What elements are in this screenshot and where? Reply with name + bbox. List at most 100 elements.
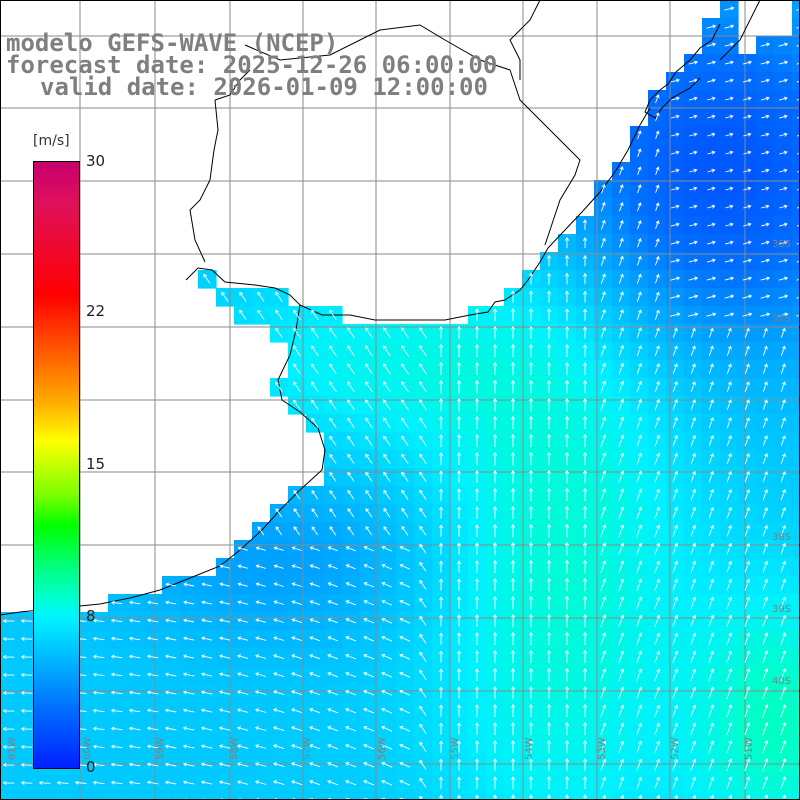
- wind-arrow: [273, 654, 285, 660]
- wind-cell: [792, 324, 800, 343]
- wind-arrow: [419, 345, 427, 357]
- wind-arrow: [636, 776, 643, 789]
- wind-arrow: [780, 363, 786, 374]
- wind-arrow: [474, 740, 480, 753]
- colorbar-tick-15: 15: [86, 455, 106, 473]
- wind-arrow: [618, 362, 625, 375]
- wind-arrow: [744, 650, 751, 664]
- wind-arrow: [796, 188, 800, 191]
- wind-arrow: [309, 744, 321, 750]
- wind-arrow: [762, 381, 768, 393]
- wind-arrow: [438, 524, 444, 537]
- wind-arrow: [546, 523, 552, 538]
- wind-cell: [792, 144, 800, 163]
- wind-arrow: [672, 614, 679, 627]
- wind-arrow: [742, 60, 753, 65]
- wind-arrow: [546, 649, 552, 664]
- wind-arrow: [564, 649, 570, 664]
- wind-arrow: [528, 361, 534, 376]
- wind-arrow: [365, 453, 373, 464]
- wind-arrow: [600, 776, 607, 789]
- wind-arrow: [636, 596, 643, 609]
- wind-arrow: [724, 294, 735, 299]
- wind-arrow: [272, 780, 285, 786]
- wind-arrow: [762, 506, 768, 519]
- wind-arrow: [128, 708, 141, 713]
- lon-label: 59W: [155, 737, 166, 760]
- wind-arrow: [345, 689, 357, 696]
- wind-arrow: [492, 506, 498, 520]
- wind-arrow: [236, 690, 249, 695]
- wind-arrow: [778, 78, 789, 83]
- wind-arrow: [600, 416, 607, 429]
- wind-arrow: [293, 345, 301, 357]
- wind-arrow: [110, 780, 123, 785]
- wind-arrow: [92, 672, 105, 677]
- wind-arrow: [582, 541, 588, 556]
- wind-arrow: [692, 794, 697, 800]
- wind-arrow: [492, 415, 498, 430]
- wind-arrow: [399, 581, 411, 588]
- wind-arrow: [706, 240, 716, 245]
- wind-arrow: [708, 740, 715, 753]
- wind-arrow: [636, 327, 642, 339]
- wind-arrow: [690, 434, 697, 447]
- wind-arrow: [746, 794, 751, 800]
- wind-arrow: [708, 722, 715, 735]
- wind-arrow: [272, 726, 285, 732]
- wind-arrow: [690, 704, 697, 717]
- wind-arrow: [2, 654, 15, 659]
- wind-arrow: [381, 671, 393, 678]
- wind-arrow: [636, 488, 643, 501]
- wind-arrow: [655, 184, 660, 193]
- wind-cell: [792, 468, 800, 487]
- wind-arrow: [128, 762, 141, 767]
- wind-arrow: [654, 632, 661, 645]
- wind-arrow: [474, 758, 480, 771]
- wind-arrow: [672, 488, 679, 501]
- wind-arrow: [600, 506, 607, 520]
- wind-arrow: [780, 668, 787, 682]
- wind-arrow: [273, 546, 284, 551]
- wind-arrow: [345, 546, 356, 552]
- wind-arrow: [672, 632, 679, 645]
- wind-arrow: [708, 614, 715, 627]
- wind-cell: [738, 792, 757, 800]
- wind-arrow: [778, 258, 789, 263]
- wind-arrow: [654, 704, 661, 717]
- wind-cell: [792, 216, 800, 235]
- wind-arrow: [474, 542, 480, 555]
- wind-arrow: [456, 452, 462, 465]
- wind-arrow: [546, 379, 552, 394]
- wind-arrow: [438, 632, 444, 645]
- wind-arrow: [690, 722, 697, 735]
- wind-arrow: [780, 685, 787, 700]
- wind-arrow: [419, 561, 427, 572]
- wind-arrow: [618, 596, 625, 609]
- wind-arrow: [618, 273, 624, 284]
- wind-arrow: [796, 80, 800, 83]
- wind-arrow: [672, 542, 679, 555]
- wind-arrow: [637, 130, 642, 140]
- wind-arrow: [546, 469, 552, 484]
- wind-arrow: [510, 361, 516, 376]
- wind-arrow: [636, 273, 642, 284]
- wind-arrow: [690, 363, 696, 375]
- wind-arrow: [492, 308, 498, 321]
- wind-arrow: [510, 794, 516, 800]
- wind-arrow: [474, 308, 480, 321]
- wind-arrow: [492, 686, 498, 700]
- wind-arrow: [2, 726, 15, 731]
- wind-arrow: [690, 578, 697, 591]
- wind-arrow: [291, 582, 302, 587]
- wind-arrow: [456, 632, 462, 645]
- wind-arrow: [128, 780, 141, 785]
- wind-arrow: [510, 308, 516, 321]
- wind-arrow: [528, 794, 534, 800]
- wind-arrow: [780, 327, 786, 338]
- wind-arrow: [492, 560, 498, 574]
- wind-arrow: [780, 578, 787, 591]
- wind-arrow: [237, 636, 249, 641]
- wind-arrow: [221, 291, 229, 302]
- wind-arrow: [327, 600, 338, 606]
